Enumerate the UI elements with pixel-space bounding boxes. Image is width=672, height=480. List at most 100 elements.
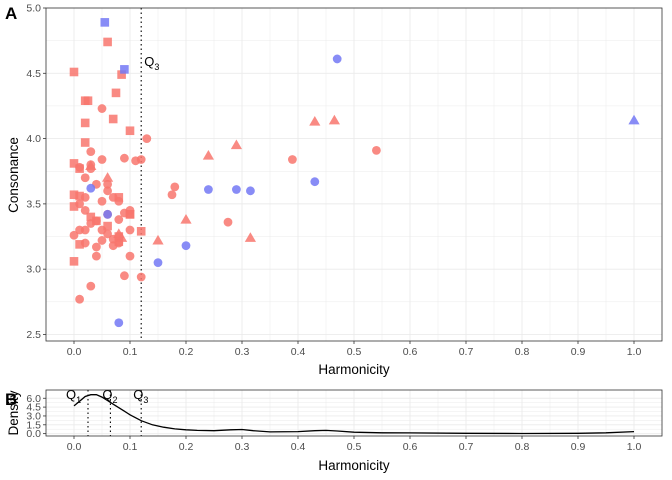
blue-circle-point <box>204 185 213 194</box>
x-tick-label: 0.8 <box>515 441 530 453</box>
red-square-point <box>69 67 79 77</box>
red-circle-point <box>92 251 101 261</box>
quantile-letter: Q <box>102 387 112 402</box>
y-tick-label: 4.5 <box>26 68 41 80</box>
red-circle-point <box>288 155 297 164</box>
x-tick-label: 1.0 <box>627 346 642 358</box>
red-circle-point <box>92 242 101 252</box>
blue-circle-point <box>232 185 241 194</box>
y-tick-label: 5.0 <box>26 3 41 15</box>
red-triangle-point <box>180 213 192 224</box>
red-square-point <box>125 126 135 136</box>
x-tick-label: 0.7 <box>459 441 474 453</box>
red-triangle-point <box>230 139 242 150</box>
red-circle-point <box>120 153 129 163</box>
red-circle-point <box>97 236 107 245</box>
y-tick-label: 4.0 <box>26 133 41 145</box>
blue-square-point <box>120 65 129 74</box>
x-tick-label: 0.8 <box>515 346 530 358</box>
red-circle-point <box>170 182 180 192</box>
red-square-point <box>80 138 90 147</box>
panel-a-tag: A <box>5 4 17 23</box>
quantile-letter: Q <box>66 387 76 402</box>
blue-circle-point <box>332 54 342 64</box>
panel-a-y-label: Consonance <box>6 137 21 213</box>
red-square-point <box>69 159 79 168</box>
red-circle-point <box>86 281 96 291</box>
red-square-point <box>75 240 84 249</box>
y-tick-label: 1.5 <box>26 419 41 431</box>
red-square-point <box>103 221 112 231</box>
red-circle-point <box>86 147 96 157</box>
x-tick-label: 0.1 <box>123 441 138 453</box>
panel-a: A Q3 0.0 0.1 0.2 0.3 0.4 0.5 0.6 0.7 0.8 0.9 1.0 2… <box>5 3 663 377</box>
red-square-point <box>136 227 146 236</box>
red-triangle-point <box>85 160 97 171</box>
red-square-point <box>125 210 135 219</box>
panel-a-annotations: Q3 <box>140 8 159 341</box>
red-circle-point <box>125 251 135 261</box>
red-triangle-point <box>102 172 114 182</box>
red-circle-point <box>114 215 124 224</box>
x-tick-label: 0.3 <box>235 346 250 358</box>
quantile-subscript: 3 <box>143 395 148 405</box>
red-square-point <box>69 257 79 266</box>
x-tick-label: 0.7 <box>459 346 474 358</box>
red-square-point <box>83 96 93 106</box>
panel-b-grid <box>46 390 662 436</box>
red-square-point <box>103 37 112 47</box>
blue-circle-point <box>310 177 320 187</box>
blue-circle-point <box>181 241 191 251</box>
red-circle-point <box>103 179 112 189</box>
red-triangle-point <box>116 232 128 242</box>
red-square-point <box>92 216 101 226</box>
panel-a-x-ticks: 0.0 0.1 0.2 0.3 0.4 0.5 0.6 0.7 0.8 0.9 1.0 <box>67 341 642 358</box>
blue-circle-point <box>246 186 255 196</box>
x-tick-label: 1.0 <box>627 441 642 453</box>
quantile-label: Q3 <box>133 387 148 405</box>
red-circle-point <box>125 225 135 235</box>
red-square-point <box>75 164 84 173</box>
panel-a-grid <box>46 7 662 341</box>
red-circle-point <box>75 225 84 235</box>
red-square-point <box>117 70 126 79</box>
y-tick-label: 3.0 <box>26 264 41 276</box>
x-tick-label: 0.3 <box>235 441 250 453</box>
x-tick-label: 0.2 <box>179 346 194 358</box>
q3-letter: Q <box>144 54 154 69</box>
red-circle-point <box>372 145 381 155</box>
y-tick-label: 3.5 <box>26 198 41 210</box>
red-circle-point <box>69 230 79 240</box>
red-circle-point <box>97 196 107 206</box>
quantile-label: Q2 <box>102 387 117 405</box>
red-square-point <box>69 202 79 211</box>
x-tick-label: 0.2 <box>179 441 194 453</box>
panel-b-x-label: Harmonicity <box>318 458 390 473</box>
red-square-point <box>114 193 124 202</box>
panel-b-x-ticks: 0.0 0.1 0.2 0.3 0.4 0.5 0.6 0.7 0.8 0.9 1.0 <box>67 436 642 453</box>
x-tick-label: 0.9 <box>571 346 586 358</box>
red-circle-point <box>103 186 112 196</box>
red-circle-point <box>120 271 129 281</box>
blue-circle-point <box>114 318 124 328</box>
panel-a-x-label: Harmonicity <box>318 362 390 377</box>
red-square-point <box>86 212 96 222</box>
panel-a-points <box>69 18 640 328</box>
red-circle-point <box>136 155 146 164</box>
quantile-subscript: 1 <box>76 395 81 405</box>
x-tick-label: 0.9 <box>571 441 586 453</box>
quantile-letter: Q <box>133 387 143 402</box>
red-square-point <box>108 114 118 124</box>
x-tick-label: 0.6 <box>403 441 418 453</box>
quantile-label: Q1 <box>66 387 81 405</box>
red-square-point <box>111 88 121 98</box>
y-tick-label: 4.5 <box>26 402 41 414</box>
q3-subscript: 3 <box>154 62 159 72</box>
x-tick-label: 0.0 <box>67 346 82 358</box>
panel-b-y-ticks: 0.01.53.04.56.0 <box>26 393 46 440</box>
blue-triangle-point <box>628 114 640 125</box>
red-triangle-point <box>244 232 256 242</box>
red-circle-point <box>136 272 146 282</box>
panel-b-quantiles: Q1 Q2 Q3 <box>66 387 148 436</box>
panel-b-tag: B <box>5 390 17 409</box>
